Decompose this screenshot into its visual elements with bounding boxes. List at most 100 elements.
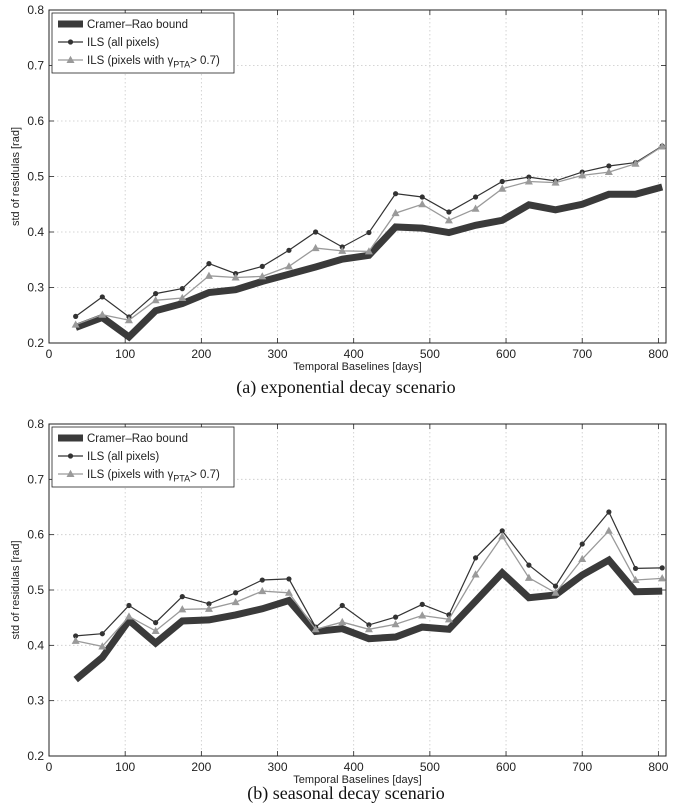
y-tick-label: 0.4: [27, 225, 44, 239]
point-ils-pta: [284, 262, 293, 270]
y-tick-label: 0.2: [27, 336, 44, 350]
point-ils-all: [552, 583, 559, 589]
y-axis-label: std of residulas [rad]: [10, 540, 22, 639]
legend-label: ILS (all pixels): [87, 451, 159, 463]
point-ils-all: [632, 565, 639, 572]
y-tick-label: 0.7: [27, 59, 44, 73]
point-ils-pta: [124, 316, 133, 324]
point-ils-pta: [204, 271, 213, 279]
point-ils-pta: [578, 554, 587, 563]
point-ils-pta: [71, 636, 80, 644]
point-ils-pta: [98, 310, 107, 318]
point-ils-all: [286, 247, 292, 253]
point-ils-pta: [364, 247, 373, 255]
x-tick-label: 800: [648, 760, 668, 774]
point-ils-pta: [338, 617, 347, 626]
point-ils-all: [392, 614, 399, 620]
y-tick-label: 0.8: [27, 417, 44, 431]
x-tick-label: 200: [191, 347, 211, 361]
series-line-cramer-rao: [73, 555, 663, 683]
point-ils-pta: [578, 171, 587, 179]
point-ils-pta: [631, 575, 640, 584]
x-tick-label: 200: [191, 760, 211, 774]
y-tick-label: 0.4: [27, 638, 44, 652]
point-ils-pta: [124, 612, 133, 620]
point-ils-all: [206, 601, 212, 607]
x-tick-label: 700: [572, 760, 592, 774]
x-tick-label: 300: [268, 760, 288, 774]
point-ils-pta: [391, 208, 400, 217]
x-tick-label: 300: [268, 347, 288, 361]
point-ils-all: [472, 555, 479, 561]
point-ils-all: [526, 562, 532, 568]
legend-marker-ils-all: [67, 453, 74, 459]
point-ils-pta: [551, 178, 560, 186]
point-ils-pta: [498, 184, 507, 192]
legend-marker-ils-all: [67, 39, 74, 45]
y-tick-label: 0.2: [27, 749, 44, 763]
point-ils-pta: [258, 272, 267, 280]
legend-label: Cramer–Rao bound: [87, 433, 188, 445]
x-tick-label: 0: [46, 347, 53, 361]
point-ils-all: [659, 565, 665, 571]
x-tick-label: 600: [496, 760, 516, 774]
x-tick-label: 500: [420, 347, 440, 361]
x-tick-label: 500: [420, 760, 440, 774]
point-ils-all: [579, 541, 585, 547]
x-tick-label: 800: [648, 347, 668, 361]
point-ils-all: [526, 174, 532, 180]
x-axis-label: Temporal Baselines [days]: [293, 774, 421, 786]
chart-panel-b: 0 100 200 300 400 500 600 700 800 0.2 0.3 0.4 0.5 0.6…: [10, 417, 669, 786]
point-ils-pta: [71, 320, 80, 328]
point-ils-pta: [444, 216, 453, 224]
y-axis-label: std of residulas [rad]: [10, 127, 22, 226]
point-ils-pta: [604, 167, 613, 176]
point-ils-pta: [551, 588, 560, 596]
point-ils-pta: [604, 526, 613, 534]
point-ils-all: [446, 209, 452, 215]
y-tick-label: 0.5: [27, 583, 44, 597]
point-ils-all: [339, 602, 345, 609]
x-tick-label: 100: [115, 347, 135, 361]
y-tick-label: 0.6: [27, 114, 44, 128]
legend-label: Cramer–Rao bound: [87, 19, 188, 31]
point-ils-pta: [231, 597, 240, 606]
y-tick-label: 0.8: [27, 3, 44, 17]
legend-box: [51, 12, 235, 74]
point-ils-all: [99, 294, 105, 300]
x-tick-label: 0: [46, 760, 53, 774]
legend-label: ILS (pixels with γPTA> 0.7): [87, 55, 220, 70]
point-ils-all: [499, 178, 505, 185]
point-ils-pta: [444, 615, 453, 623]
point-ils-all: [99, 631, 105, 637]
point-ils-pta: [524, 177, 533, 185]
chart-panel-a: 0 100 200 300 400 500 600 700 800 0.2 0.3 0.4 0.5 0.6…: [10, 3, 669, 373]
legend-label: ILS (pixels with γPTA> 0.7): [87, 469, 220, 484]
point-ils-all: [73, 633, 79, 639]
point-ils-all: [419, 194, 425, 200]
point-ils-all: [259, 577, 265, 583]
x-tick-label: 700: [572, 347, 592, 361]
point-ils-pta: [98, 642, 107, 650]
point-ils-all: [499, 528, 505, 534]
point-ils-pta: [471, 204, 480, 212]
point-ils-pta: [178, 293, 187, 302]
point-ils-pta: [151, 296, 160, 304]
point-ils-all: [153, 291, 159, 297]
point-ils-all: [392, 191, 399, 197]
x-tick-label: 400: [344, 760, 364, 774]
point-ils-all: [233, 590, 239, 596]
point-ils-all: [472, 194, 479, 200]
point-ils-all: [153, 620, 159, 626]
point-ils-pta: [498, 532, 507, 540]
point-ils-pta: [658, 574, 667, 582]
caption-b: (b) seasonal decay scenario: [247, 783, 445, 803]
point-ils-all: [286, 576, 292, 582]
point-ils-pta: [338, 246, 347, 254]
point-ils-pta: [418, 611, 427, 619]
legend-label: ILS (all pixels): [87, 37, 159, 49]
legend-marker-ils-pta: [66, 469, 75, 477]
y-tick-label: 0.6: [27, 528, 44, 542]
y-tick-label: 0.3: [27, 281, 44, 295]
point-ils-pta: [151, 626, 160, 634]
